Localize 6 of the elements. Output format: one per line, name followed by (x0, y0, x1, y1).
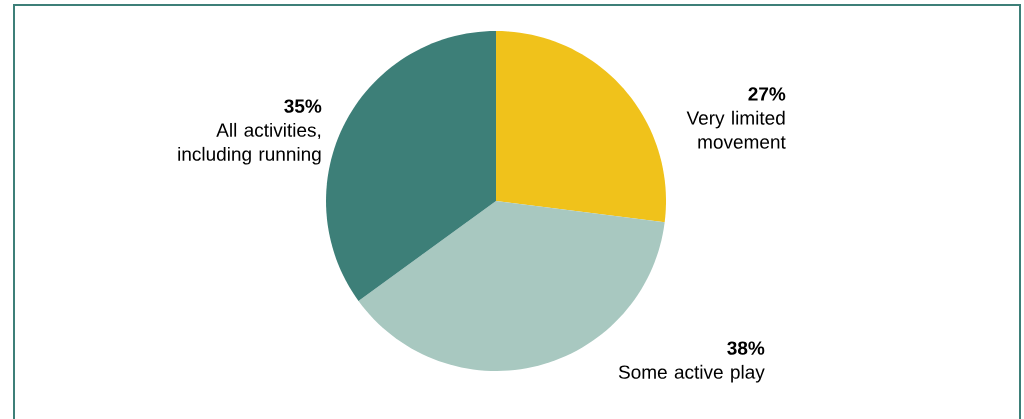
slice-label: Some active play (618, 364, 765, 383)
data-label: 27% (748, 87, 786, 101)
data-label: 38% (727, 341, 765, 355)
data-label: 35% (284, 99, 322, 113)
slice-label: Very limited movement (686, 110, 786, 149)
slice-label: All activities, including running (178, 122, 321, 165)
